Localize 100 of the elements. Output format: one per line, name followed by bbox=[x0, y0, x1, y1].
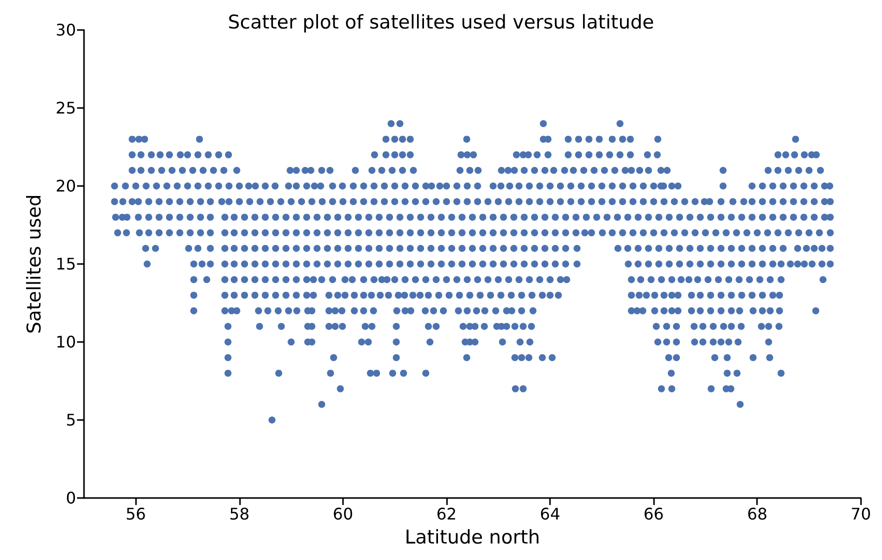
point bbox=[472, 338, 478, 346]
point bbox=[402, 307, 409, 314]
point bbox=[370, 307, 377, 314]
point bbox=[765, 322, 772, 330]
point bbox=[456, 166, 464, 174]
point bbox=[318, 276, 326, 284]
point bbox=[392, 322, 400, 330]
point bbox=[432, 276, 440, 284]
point bbox=[704, 276, 712, 284]
point bbox=[476, 292, 484, 299]
point bbox=[230, 276, 238, 284]
point bbox=[464, 151, 471, 158]
point bbox=[664, 166, 671, 174]
point bbox=[816, 166, 824, 174]
point bbox=[634, 307, 641, 314]
point bbox=[221, 276, 228, 284]
point bbox=[392, 354, 400, 362]
point bbox=[329, 276, 336, 284]
point bbox=[674, 292, 682, 299]
point bbox=[424, 322, 432, 330]
point bbox=[399, 136, 406, 143]
point bbox=[472, 322, 478, 330]
point bbox=[302, 166, 309, 174]
chart-title: Scatter plot of satellites used versus latitude bbox=[228, 12, 654, 34]
y-tick-label: 0 bbox=[66, 488, 76, 508]
point bbox=[210, 166, 217, 174]
point bbox=[303, 276, 310, 284]
y-axis-title: Satellites used bbox=[24, 194, 46, 334]
point bbox=[464, 276, 471, 284]
point bbox=[327, 370, 334, 377]
point bbox=[556, 276, 564, 284]
point bbox=[511, 354, 518, 362]
point bbox=[550, 166, 558, 174]
point bbox=[746, 276, 753, 284]
point bbox=[685, 276, 692, 284]
point bbox=[224, 151, 232, 158]
point bbox=[178, 166, 186, 174]
point bbox=[233, 307, 240, 314]
point bbox=[508, 307, 516, 314]
point bbox=[616, 151, 624, 158]
point bbox=[264, 307, 272, 314]
point bbox=[393, 307, 400, 314]
point bbox=[443, 276, 450, 284]
point bbox=[366, 370, 374, 377]
point bbox=[699, 338, 706, 346]
point bbox=[368, 166, 376, 174]
point bbox=[378, 166, 386, 174]
point bbox=[672, 354, 680, 362]
point bbox=[758, 307, 766, 314]
point bbox=[548, 354, 556, 362]
point bbox=[637, 276, 644, 284]
point bbox=[611, 166, 618, 174]
point bbox=[288, 338, 295, 346]
point bbox=[196, 136, 203, 143]
point bbox=[463, 136, 470, 143]
point bbox=[648, 276, 655, 284]
point bbox=[720, 322, 728, 330]
point bbox=[128, 151, 136, 158]
point bbox=[342, 292, 349, 299]
point bbox=[189, 166, 196, 174]
point bbox=[776, 292, 784, 299]
point bbox=[792, 136, 800, 143]
point bbox=[352, 166, 359, 174]
point bbox=[224, 338, 232, 346]
point bbox=[332, 307, 339, 314]
point bbox=[282, 276, 290, 284]
point bbox=[748, 292, 756, 299]
point bbox=[795, 166, 802, 174]
point bbox=[318, 400, 326, 408]
point bbox=[262, 292, 269, 299]
point bbox=[628, 276, 635, 284]
point bbox=[575, 136, 582, 143]
y-tick-label: 30 bbox=[56, 20, 76, 40]
point bbox=[400, 370, 408, 377]
point bbox=[128, 166, 136, 174]
point bbox=[474, 166, 482, 174]
point bbox=[401, 292, 408, 299]
point bbox=[176, 151, 184, 158]
point bbox=[806, 166, 813, 174]
point bbox=[750, 307, 757, 314]
point bbox=[778, 276, 785, 284]
point bbox=[652, 322, 660, 330]
point bbox=[326, 166, 334, 174]
point bbox=[432, 322, 440, 330]
point bbox=[224, 322, 232, 330]
y-tick-label: 20 bbox=[56, 176, 76, 196]
point bbox=[275, 370, 282, 377]
point bbox=[385, 292, 392, 299]
point bbox=[536, 276, 544, 284]
point bbox=[470, 151, 477, 158]
point bbox=[738, 292, 746, 299]
point bbox=[563, 276, 570, 284]
point bbox=[619, 136, 626, 143]
point bbox=[710, 322, 717, 330]
point bbox=[233, 166, 240, 174]
point bbox=[435, 292, 442, 299]
point bbox=[498, 166, 505, 174]
point bbox=[812, 307, 820, 314]
point bbox=[510, 166, 518, 174]
point bbox=[221, 292, 228, 299]
